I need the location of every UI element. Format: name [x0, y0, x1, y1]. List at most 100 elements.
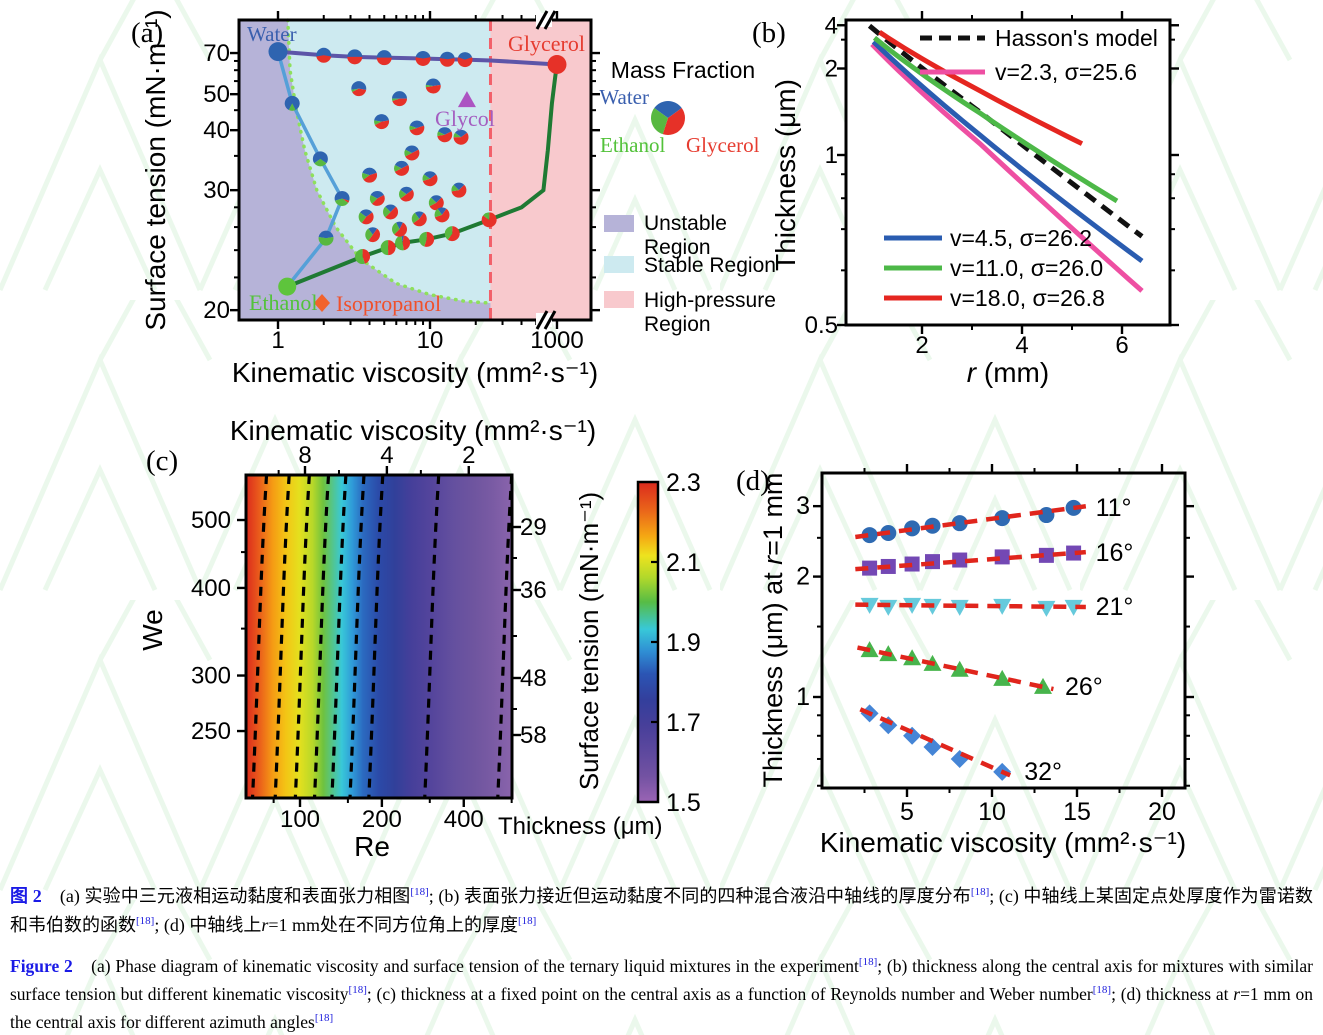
isopropanol-marker: [314, 294, 330, 312]
glycerol-marker: [547, 54, 567, 74]
contour-line: [273, 474, 291, 799]
mixture-pie-marker: [392, 221, 408, 237]
mixture-pie-marker: [392, 91, 407, 107]
caption-reference: [18]: [314, 1012, 334, 1025]
series-32°: [859, 704, 1012, 781]
d-x-tick: 15: [1063, 798, 1091, 826]
contour-line: [293, 474, 311, 799]
mixture-pie-marker: [437, 127, 453, 143]
mixture-pie-marker: [358, 209, 374, 225]
panel-c-re-we-heatmap: 100 200 400 8 4 2 500 400 300 250 29 36 48 58 Kinemati…: [137, 415, 701, 862]
mixture-pie-marker: [422, 171, 438, 187]
colorbar-tick: 1.5: [666, 789, 701, 817]
high-pressure-region-label: High-pressure: [644, 289, 776, 312]
d-y-axis-title: Thickness (μm) at r=1 mm: [758, 473, 788, 788]
c-bottom-axis-title: Re: [354, 831, 390, 862]
high-pressure-region: [490, 20, 591, 320]
mixture-pie-marker: [428, 195, 444, 211]
caption-text: =1 mm on the central axis for different …: [10, 984, 1313, 1032]
panel-c-letter: (c): [146, 445, 178, 477]
b-x-tick: 6: [1115, 332, 1128, 359]
water-label: Water: [247, 22, 297, 46]
c-we-tick: 300: [191, 663, 231, 690]
mixture-pie-marker: [351, 81, 367, 97]
mixture-pie-marker: [439, 51, 455, 67]
c-visc-tick: 2: [462, 442, 475, 469]
mixture-pie-marker: [376, 50, 392, 66]
c-st-tick: 29: [520, 514, 547, 541]
unstable-swatch: [604, 215, 634, 232]
c-re-tick: 400: [444, 806, 484, 833]
mixture-pie-marker: [383, 204, 399, 220]
water-marker: [268, 42, 288, 62]
stable-region-label: Stable Region: [644, 254, 776, 277]
contour-line: [423, 474, 441, 799]
panel-d-letter: (d): [736, 465, 770, 497]
high-pressure-region-label2: Region: [644, 313, 711, 336]
b-legend-v23: v=2.3, σ=25.6: [995, 59, 1137, 85]
b-x-axis-title: r (mm): [967, 357, 1049, 388]
d-y-tick: 3: [796, 492, 810, 520]
glycerol-label: Glycerol: [508, 31, 585, 56]
d-y-tick: 1: [796, 683, 810, 711]
caption-reference: [18]: [970, 886, 990, 898]
mixture-pie-marker: [425, 78, 441, 94]
colorbar-label: Thickness (μm): [498, 813, 663, 840]
b-y-tick: 4: [825, 12, 838, 39]
panel-b-letter: (b): [752, 17, 786, 49]
b-y-tick: 1: [825, 142, 838, 169]
caption-reference: [18]: [1092, 984, 1112, 997]
d-x-tick: 10: [978, 798, 1006, 826]
colorbar-tick: 1.7: [666, 709, 701, 737]
c-right-axis-title: Surface tension (mN·m⁻¹): [574, 492, 604, 790]
series-label-16°: 16°: [1096, 539, 1134, 567]
contour-line: [367, 474, 385, 799]
mixture-pie-marker: [316, 47, 332, 63]
caption-text: ; (c) 中轴线上某固定点处厚度作为雷诺数和韦伯数的函数: [10, 886, 1314, 935]
panel-d-thickness-vs-viscosity-plot: 11° 16° 21° 26° 32° 5 10 15 20 1 2 3 Kinematic visco…: [736, 464, 1194, 858]
a-y-tick: 20: [203, 297, 230, 324]
mixture-pie-marker: [453, 129, 469, 145]
glycol-marker: [457, 91, 476, 108]
mixture-pie-marker: [481, 212, 497, 228]
mixture-pie-marker: [411, 211, 427, 227]
mixture-pie-marker: [312, 151, 328, 167]
mixture-pie-marker: [369, 190, 385, 206]
caption-reference: [18]: [136, 915, 155, 927]
unstable-region-label2: Region: [644, 236, 711, 259]
legend-water-label: Water: [599, 85, 649, 109]
series-11°: [855, 499, 1087, 544]
caption-text: ; (b) 表面张力接近但运动黏度不同的四种混合液沿中轴线的厚度分布: [428, 886, 971, 906]
caption-text: r: [1233, 984, 1241, 1004]
caption-chinese: 图 2 (a) 实验中三元液相运动黏度和表面张力相图[18]; (b) 表面张力…: [10, 882, 1313, 940]
c-re-tick: 100: [280, 806, 320, 833]
b-x-tick: 2: [915, 332, 928, 359]
b-legend-entry: v=11.0, σ=26.0: [950, 255, 1103, 281]
contour-line: [330, 474, 348, 799]
panel-a-letter: (a): [131, 17, 163, 49]
caption-reference: [18]: [858, 956, 878, 969]
caption-text: 图 2: [10, 886, 42, 906]
ethanol-marker: [278, 277, 297, 296]
series-16°: [855, 545, 1087, 576]
caption-text: Figure 2: [10, 956, 73, 976]
mass-fraction-legend-title: Mass Fraction: [611, 57, 755, 83]
b-x-tick: 4: [1015, 332, 1028, 359]
c-top-axis-title: Kinematic viscosity (mm²·s⁻¹): [230, 415, 596, 446]
contour-line: [312, 474, 331, 799]
d-y-tick: 2: [796, 563, 810, 591]
c-left-axis-title: We: [137, 609, 168, 651]
series-26°: [856, 641, 1054, 694]
high-pressure-swatch: [604, 291, 634, 308]
ethanol-label: Ethanol: [249, 290, 317, 315]
stable-region: [287, 20, 491, 304]
mixture-pie-marker: [380, 240, 396, 256]
caption-text: =1 mm处在不同方位角上的厚度: [268, 915, 518, 935]
b-legend-entry: v=18.0, σ=26.8: [950, 285, 1105, 311]
panel-b-thickness-vs-radius-plot: 2 4 6 4 2 1 0.5 r (mm) Thickness (μm) (b) Hasson's…: [752, 11, 1179, 388]
mass-fraction-pie: [651, 101, 685, 135]
panel-a-phase-diagram: Water Glycerol Glycol Ethanol Isopropanol 1 10…: [131, 9, 776, 388]
series-21°: [855, 597, 1086, 617]
caption-text: ; (d) thickness at: [1111, 984, 1234, 1004]
